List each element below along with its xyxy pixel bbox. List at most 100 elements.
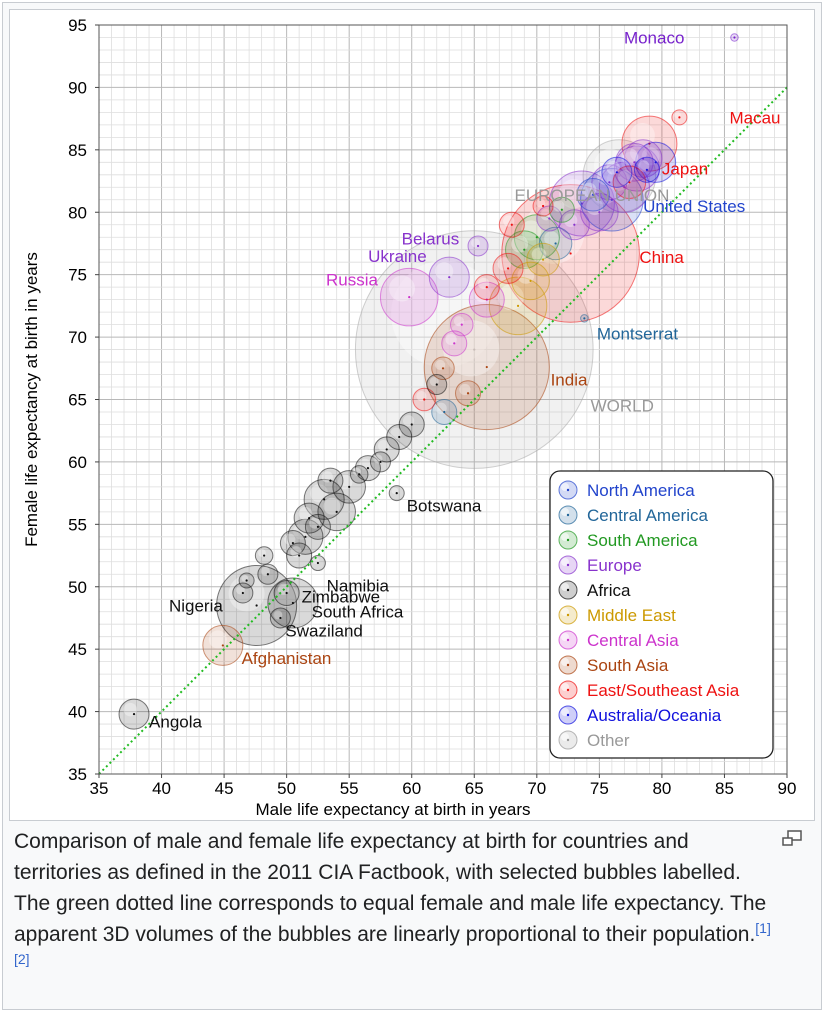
- label-india: India: [551, 371, 588, 390]
- legend-item-other: Other: [558, 730, 630, 750]
- bubble-belarus: [467, 235, 489, 257]
- y-tick-label: 55: [68, 515, 87, 534]
- reference-link-1[interactable]: [1]: [755, 920, 771, 936]
- label-japan: Japan: [662, 160, 708, 179]
- y-tick-label: 80: [68, 203, 87, 222]
- legend-label: Central Asia: [587, 631, 679, 650]
- legend-swatch-highlight: [561, 558, 569, 566]
- bubble-angola: [118, 698, 150, 730]
- bubble-center: [410, 423, 413, 426]
- bubble-belarus-center: [476, 244, 480, 248]
- legend-label: Middle East: [587, 606, 676, 625]
- x-tick-label: 55: [340, 779, 359, 798]
- bubble: [426, 374, 448, 396]
- bubble-center: [266, 573, 269, 576]
- bubble-highlight: [298, 506, 313, 521]
- bubble-center: [615, 171, 618, 174]
- x-tick-label: 70: [527, 779, 546, 798]
- bubble-nigeria-center: [255, 604, 258, 607]
- bubble: [369, 451, 391, 473]
- label-macau: Macau: [729, 108, 780, 127]
- bubble-south-africa: [267, 577, 319, 629]
- bubble-highlight: [621, 148, 639, 166]
- bubble-monaco: [730, 33, 739, 42]
- bubble-center: [460, 323, 463, 326]
- bubble-center: [633, 161, 636, 164]
- bubble-center: [608, 181, 611, 184]
- bubble: [488, 276, 548, 336]
- legend-swatch-center: [566, 588, 570, 592]
- bubble-center: [554, 242, 557, 245]
- bubble-botswana-center: [395, 492, 398, 495]
- caption-text: Comparison of male and female life expec…: [14, 830, 767, 946]
- bubble-montserrat-center: [583, 317, 586, 320]
- legend-swatch-center: [566, 688, 570, 692]
- bubble: [505, 230, 544, 269]
- bubble-highlight: [511, 235, 529, 253]
- bubble-center: [366, 467, 370, 470]
- bubble-center: [516, 304, 520, 307]
- legend-swatch-highlight: [561, 733, 569, 741]
- bubble-center: [398, 435, 401, 439]
- bubble: [615, 143, 654, 182]
- legend-swatch-center: [566, 638, 570, 642]
- legend-swatch-center: [566, 738, 570, 742]
- label-montserrat: Montserrat: [597, 324, 679, 343]
- legend-swatch-highlight: [561, 683, 569, 691]
- bubble-china-highlight: [522, 201, 585, 264]
- bubble: [304, 513, 331, 540]
- bubble-macau-center: [678, 116, 681, 119]
- bubble-center: [423, 398, 426, 401]
- legend-swatch-highlight: [561, 533, 569, 541]
- bubble: [238, 572, 255, 589]
- bubble: [412, 387, 436, 412]
- bubble: [317, 467, 344, 494]
- bubble-center: [245, 579, 248, 582]
- bubble-highlight: [474, 286, 491, 303]
- bubble: [455, 380, 482, 407]
- bubble-zimbabwe-center: [285, 591, 288, 595]
- bubble: [349, 465, 369, 484]
- bubble-center: [560, 208, 563, 211]
- legend-label: East/Southeast Asia: [587, 681, 740, 700]
- enlarge-icon[interactable]: [781, 830, 803, 848]
- bubble: [548, 196, 575, 223]
- bubble: [354, 455, 381, 482]
- y-tick-label: 85: [68, 141, 87, 160]
- bubble: [450, 312, 474, 337]
- x-tick-label: 45: [215, 779, 234, 798]
- label-zimbabwe: Zimbabwe: [302, 588, 380, 607]
- label-namibia: Namibia: [327, 577, 390, 596]
- label-belarus: Belarus: [402, 229, 460, 248]
- bubble-center: [241, 591, 244, 595]
- legend-item-north-america: North America: [558, 480, 695, 500]
- bubble: [492, 252, 524, 284]
- bubble-center: [316, 525, 320, 528]
- y-axis-title: Female life expectancy at birth in years: [22, 252, 41, 547]
- legend-label: South Asia: [587, 656, 669, 675]
- x-tick-label: 75: [590, 779, 609, 798]
- reference-link-2[interactable]: [2]: [14, 951, 30, 967]
- bubble-india-center: [485, 365, 488, 369]
- bubble: [558, 209, 590, 241]
- bubble-highlight: [630, 144, 647, 162]
- y-tick-label: 70: [68, 328, 87, 347]
- bubble: [286, 542, 313, 569]
- bubble-china-center: [569, 252, 572, 255]
- label-south-africa: South Africa: [312, 603, 404, 622]
- legend-label: Europe: [587, 556, 642, 575]
- bubble-zimbabwe: [273, 579, 300, 607]
- bubble-highlight: [563, 213, 578, 227]
- legend-item-africa: Africa: [558, 580, 631, 600]
- legend-swatch-center: [566, 513, 570, 517]
- bubble-center: [541, 204, 545, 208]
- label-afghanistan: Afghanistan: [242, 649, 332, 668]
- bubble-highlight: [581, 182, 597, 198]
- x-tick-label: 60: [402, 779, 421, 798]
- y-tick-label: 95: [68, 16, 87, 35]
- bubble: [511, 261, 550, 301]
- bubble-center: [263, 554, 266, 557]
- bubble-center: [645, 168, 648, 171]
- legend-swatch-highlight: [561, 583, 569, 591]
- label-european-union: EUROPEAN UNION: [514, 186, 669, 205]
